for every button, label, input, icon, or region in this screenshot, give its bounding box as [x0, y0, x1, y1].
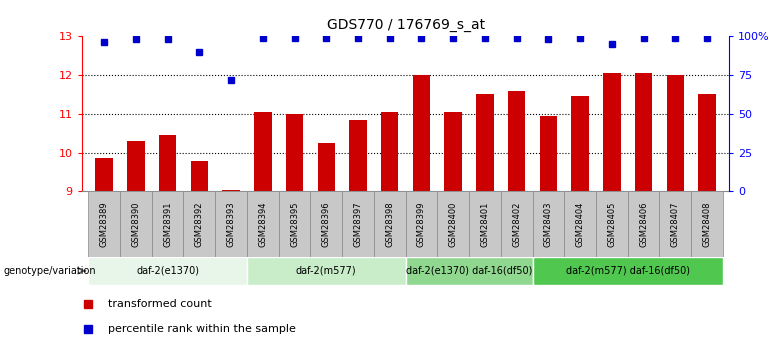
- Bar: [120, 191, 152, 257]
- Bar: [88, 191, 120, 257]
- Bar: [438, 191, 469, 257]
- Text: GSM28394: GSM28394: [258, 201, 268, 247]
- Bar: [254, 112, 271, 191]
- Text: GSM28398: GSM28398: [385, 201, 394, 247]
- Text: GSM28406: GSM28406: [639, 201, 648, 247]
- Bar: [691, 191, 723, 257]
- Bar: [222, 189, 239, 191]
- Text: daf-2(e1370) daf-16(df50): daf-2(e1370) daf-16(df50): [406, 266, 532, 276]
- Text: GSM28390: GSM28390: [131, 201, 140, 247]
- Text: GSM28391: GSM28391: [163, 201, 172, 247]
- Bar: [406, 191, 438, 257]
- Bar: [247, 191, 278, 257]
- Bar: [564, 191, 596, 257]
- Text: percentile rank within the sample: percentile rank within the sample: [108, 324, 296, 334]
- Bar: [698, 95, 716, 191]
- Bar: [406, 257, 533, 285]
- Bar: [317, 143, 335, 191]
- Text: GSM28392: GSM28392: [195, 201, 204, 247]
- Text: GSM28408: GSM28408: [703, 201, 711, 247]
- Bar: [477, 95, 494, 191]
- Bar: [285, 114, 303, 191]
- Text: GSM28399: GSM28399: [417, 201, 426, 247]
- Text: daf-2(e1370): daf-2(e1370): [136, 266, 199, 276]
- Text: GSM28400: GSM28400: [448, 201, 458, 247]
- Bar: [127, 141, 144, 191]
- Bar: [659, 191, 691, 257]
- Bar: [603, 73, 621, 191]
- Text: GSM28402: GSM28402: [512, 201, 521, 247]
- Bar: [533, 257, 723, 285]
- Text: genotype/variation: genotype/variation: [4, 266, 97, 276]
- Bar: [533, 191, 564, 257]
- Bar: [667, 75, 684, 191]
- Bar: [159, 135, 176, 191]
- Bar: [635, 73, 652, 191]
- Text: GSM28405: GSM28405: [608, 201, 616, 247]
- Text: GSM28397: GSM28397: [353, 201, 363, 247]
- Text: GSM28396: GSM28396: [322, 201, 331, 247]
- Text: daf-2(m577): daf-2(m577): [296, 266, 356, 276]
- Bar: [445, 112, 462, 191]
- Text: GSM28389: GSM28389: [100, 201, 108, 247]
- Bar: [183, 191, 215, 257]
- Text: GSM28407: GSM28407: [671, 201, 680, 247]
- Bar: [349, 120, 367, 191]
- Text: GSM28403: GSM28403: [544, 201, 553, 247]
- Bar: [628, 191, 659, 257]
- Bar: [501, 191, 533, 257]
- Bar: [190, 161, 208, 191]
- Text: GSM28404: GSM28404: [576, 201, 585, 247]
- Text: transformed count: transformed count: [108, 299, 211, 309]
- Bar: [215, 191, 247, 257]
- Text: GSM28395: GSM28395: [290, 201, 299, 247]
- Bar: [374, 191, 406, 257]
- Bar: [95, 158, 113, 191]
- Bar: [469, 191, 501, 257]
- Bar: [152, 191, 183, 257]
- Bar: [247, 257, 406, 285]
- Bar: [88, 257, 247, 285]
- Text: daf-2(m577) daf-16(df50): daf-2(m577) daf-16(df50): [566, 266, 690, 276]
- Text: GSM28401: GSM28401: [480, 201, 489, 247]
- Bar: [381, 112, 399, 191]
- Bar: [596, 191, 628, 257]
- Title: GDS770 / 176769_s_at: GDS770 / 176769_s_at: [327, 18, 484, 32]
- Bar: [342, 191, 374, 257]
- Bar: [540, 116, 557, 191]
- Bar: [278, 191, 310, 257]
- Bar: [413, 75, 431, 191]
- Bar: [310, 191, 342, 257]
- Text: GSM28393: GSM28393: [226, 201, 236, 247]
- Bar: [508, 90, 526, 191]
- Bar: [572, 96, 589, 191]
